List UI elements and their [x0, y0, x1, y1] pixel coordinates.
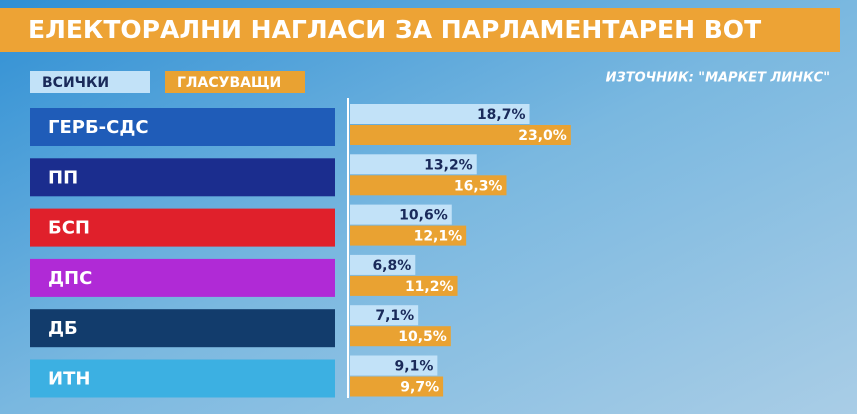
category-label: ПП	[48, 167, 78, 188]
legend-swatch	[165, 71, 305, 93]
category-box	[30, 158, 335, 197]
bar	[350, 275, 458, 296]
value-label: 23,0%	[518, 128, 567, 144]
category-label: ДБ	[48, 318, 78, 339]
value-label: 10,5%	[398, 329, 447, 345]
bar	[350, 225, 467, 246]
bar	[350, 175, 507, 196]
legend-swatch	[30, 71, 150, 93]
category-box	[30, 309, 335, 348]
bar	[350, 254, 416, 275]
bar	[350, 326, 451, 347]
category-label: БСП	[48, 218, 90, 239]
value-label: 18,7%	[477, 107, 526, 123]
bar	[350, 104, 530, 124]
bar	[350, 154, 477, 175]
category-label: ДПС	[48, 268, 92, 289]
category-box	[30, 208, 335, 247]
legend-label: ВСИЧКИ	[42, 75, 109, 91]
category-box	[30, 108, 335, 146]
legend-label: ГЛАСУВАЩИ	[177, 75, 281, 91]
category-box	[30, 359, 335, 398]
bar	[350, 376, 444, 397]
bar	[350, 125, 571, 145]
category-label: ГЕРБ-СДС	[48, 117, 149, 138]
source: ИЗТОЧНИК: "МАРКЕТ ЛИНКС"	[606, 71, 830, 86]
value-label: 6,8%	[372, 258, 411, 274]
value-label: 11,2%	[405, 279, 454, 295]
title-bar	[0, 8, 840, 52]
chart-title: ЕЛЕКТОРАЛНИ НАГЛАСИ ЗА ПАРЛАМЕНТАРЕН ВОТ	[28, 15, 761, 44]
category-box	[30, 258, 335, 297]
bar	[350, 305, 419, 326]
value-label: 12,1%	[414, 229, 463, 245]
category-label: ИТН	[48, 369, 90, 390]
value-label: 7,1%	[375, 308, 414, 324]
value-label: 9,7%	[400, 380, 439, 396]
bar	[350, 355, 438, 376]
value-label: 10,6%	[399, 208, 448, 224]
bar	[350, 204, 452, 225]
value-label: 9,1%	[395, 359, 434, 375]
value-label: 13,2%	[424, 157, 473, 173]
value-label: 16,3%	[454, 178, 503, 194]
